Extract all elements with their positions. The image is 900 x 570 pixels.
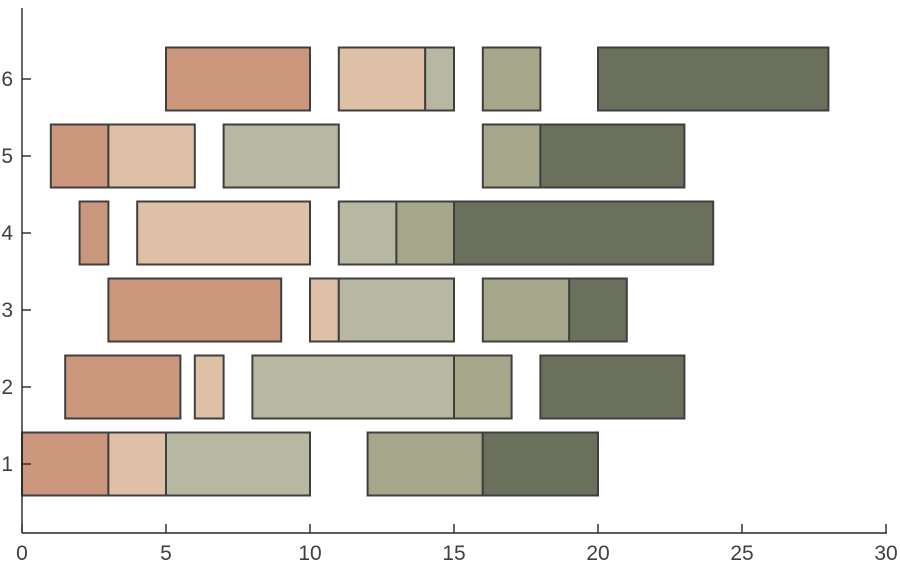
x-tick-label: 25 (730, 542, 753, 565)
bar-segment-row1-light-sage (165, 431, 311, 497)
y-tick-label: 4 (1, 222, 13, 245)
bar-segment-row2-medium-sage (453, 354, 513, 420)
bar-segment-row1-dark-olive (481, 431, 599, 497)
bar-segment-row1-terracotta (21, 431, 110, 497)
x-tick-label: 30 (874, 542, 897, 565)
y-tick-label: 2 (1, 376, 13, 399)
bar-segment-row3-medium-sage (481, 277, 571, 343)
bar-segment-row5-dark-olive (539, 123, 686, 189)
bar-segment-row2-light-sage (251, 354, 455, 420)
bar-segment-row1-blush (107, 431, 167, 497)
bar-segment-row3-light-sage (337, 277, 455, 343)
bar-segment-row4-terracotta (78, 200, 110, 266)
bar-segment-row5-blush (107, 123, 196, 189)
bar-segment-row6-medium-sage (481, 46, 542, 112)
x-tick-label: 0 (16, 542, 28, 565)
y-tick-label: 6 (1, 68, 13, 91)
y-tick-label: 1 (1, 453, 13, 476)
bar-segment-row4-medium-sage (395, 200, 455, 266)
bar-segment-row1-medium-sage (366, 431, 484, 497)
bar-segment-row4-blush (136, 200, 311, 266)
bar-segment-row5-medium-sage (481, 123, 542, 189)
bar-segment-row2-terracotta (64, 354, 182, 420)
bar-segment-row5-light-sage (222, 123, 340, 189)
bar-segment-row3-blush (309, 277, 340, 343)
bar-segment-row3-terracotta (107, 277, 283, 343)
bar-segment-row6-terracotta (165, 46, 311, 112)
x-tick-label: 15 (442, 542, 465, 565)
y-tick-label: 5 (1, 145, 13, 168)
bar-segment-row6-blush (337, 46, 427, 112)
x-tick-label: 5 (160, 542, 172, 565)
bar-segment-row4-dark-olive (453, 200, 715, 266)
y-tick-label: 3 (1, 299, 13, 322)
bar-segment-row6-light-sage (424, 46, 456, 112)
bar-segment-row6-dark-olive (597, 46, 830, 112)
x-tick-label: 20 (586, 542, 609, 565)
bar-segment-row3-dark-olive (568, 277, 628, 343)
bar-segment-row4-light-sage (337, 200, 398, 266)
bar-segment-row5-terracotta (49, 123, 110, 189)
x-tick-label: 10 (298, 542, 321, 565)
bar-segment-row2-blush (193, 354, 225, 420)
bar-segment-row2-dark-olive (539, 354, 686, 420)
